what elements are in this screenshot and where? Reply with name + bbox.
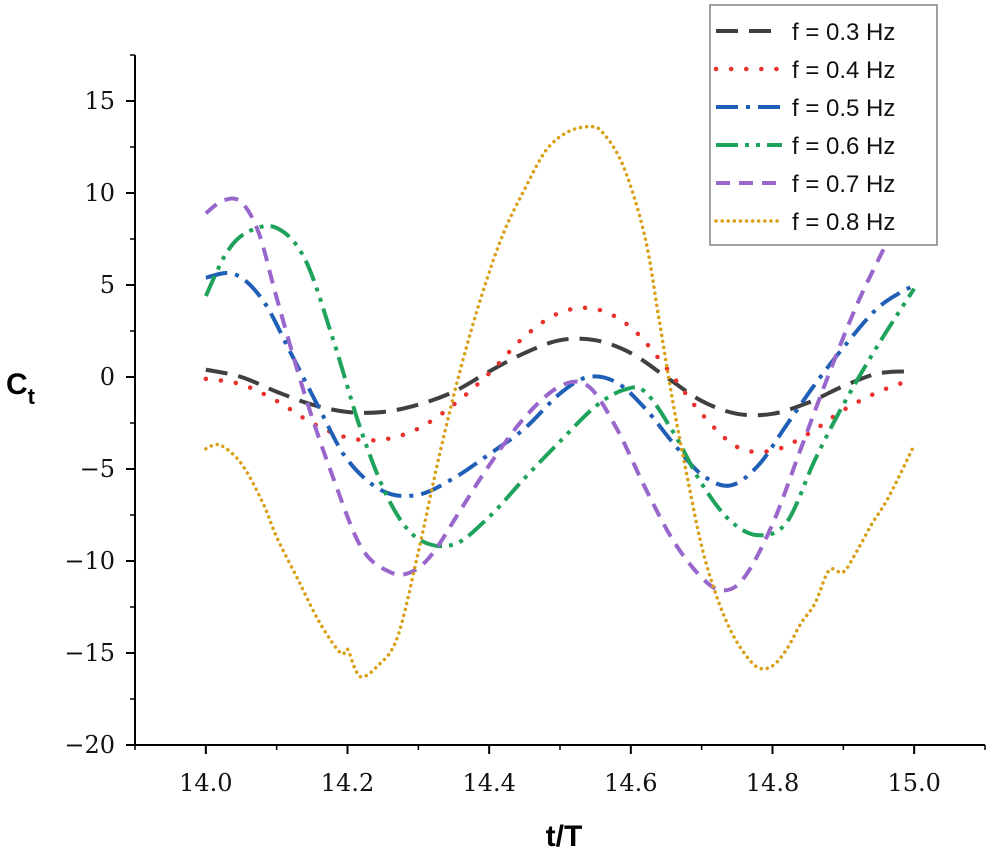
y-tick-label: 5 [100, 271, 115, 299]
series-line-f-08 [204, 124, 916, 679]
legend-box [709, 4, 938, 246]
series-line-f-05 [205, 270, 916, 499]
x-tick-label: 14.0 [179, 769, 232, 797]
legend-label: f = 0.3 Hz [792, 19, 895, 46]
y-tick-label: −20 [64, 731, 115, 759]
y-tick-label: 10 [84, 179, 115, 207]
series-line-f-03 [205, 336, 915, 418]
series-line-f-07 [204, 196, 888, 593]
y-tick-label: 15 [84, 87, 115, 115]
legend-label: f = 0.5 Hz [792, 95, 895, 122]
y-tick-label: −15 [64, 639, 115, 667]
y-axis-title-main: C [6, 368, 28, 401]
legend-label: f = 0.8 Hz [792, 209, 895, 236]
x-tick-label: 15.0 [887, 769, 940, 797]
ticks: −20 −15 −10 −5 0 5 10 15 14.0 14.2 14.4 14.6 14.8 15.… [64, 54, 986, 797]
legend-label: f = 0.6 Hz [792, 133, 895, 160]
x-axis-title: t/T [546, 820, 583, 853]
legend-label: f = 0.7 Hz [792, 171, 895, 198]
y-tick-label: −10 [64, 547, 115, 575]
x-tick-label: 14.2 [321, 769, 374, 797]
series-line-f-06 [204, 224, 916, 549]
x-tick-label: 14.8 [746, 769, 799, 797]
series-layer [203, 124, 917, 679]
y-axis-title: Ct [6, 368, 36, 409]
y-tick-label: −5 [80, 455, 115, 483]
y-tick-label: 0 [100, 363, 115, 391]
x-tick-label: 14.6 [604, 769, 657, 797]
x-tick-label: 14.4 [462, 769, 515, 797]
y-axis-title-subscript: t [28, 384, 36, 409]
legend: f = 0.3 Hz f = 0.4 Hz f = 0.5 Hz f = 0.6 Hz… [709, 4, 938, 246]
legend-label: f = 0.4 Hz [792, 57, 895, 84]
